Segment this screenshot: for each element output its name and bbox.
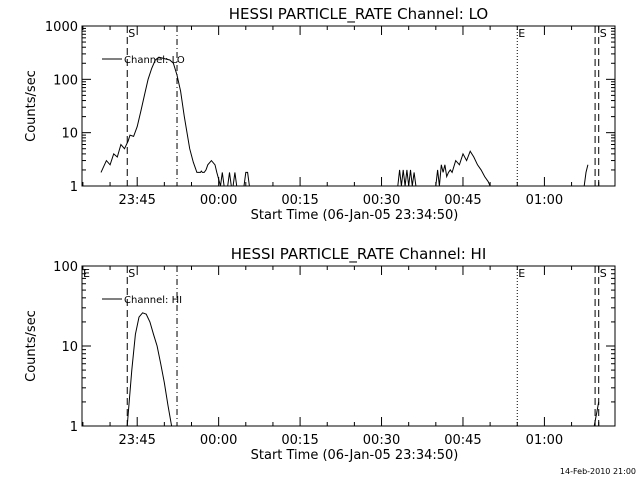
y-tick-label: 1 [70, 180, 78, 195]
y-tick-label: 100 [53, 260, 78, 275]
chart-title: HESSI PARTICLE_RATE Channel: HI [231, 245, 487, 264]
x-tick-label: 00:30 [363, 433, 400, 448]
marker-label: E [518, 27, 525, 40]
plot-frame [81, 25, 616, 187]
marker-label: S [128, 267, 135, 280]
x-tick-label: 00:00 [200, 193, 237, 208]
marker-label: S [600, 267, 607, 280]
series-line-0 [126, 312, 173, 426]
x-tick-label: 23:45 [118, 193, 155, 208]
marker-label: E [518, 267, 525, 280]
panel-0: HESSI PARTICLE_RATE Channel: LO 1 10 100 100… [24, 5, 616, 223]
y-axis-title: Counts/sec [24, 310, 39, 382]
x-tick-label: 23:45 [118, 433, 155, 448]
panel-1: HESSI PARTICLE_RATE Channel: HI 1 10 100 23:… [24, 245, 616, 463]
footer-timestamp: 14-Feb-2010 21:00 [560, 467, 636, 476]
y-tick-label: 1000 [45, 20, 78, 35]
series-line-0 [583, 164, 589, 186]
x-tick-label: 00:00 [200, 433, 237, 448]
y-tick-label: 100 [53, 73, 78, 88]
x-tick-label: 00:15 [281, 193, 318, 208]
x-tick-label: 00:30 [363, 193, 400, 208]
y-tick-label: 10 [61, 127, 78, 142]
series-line-0 [100, 56, 250, 186]
x-axis-title: Start Time (06-Jan-05 23:34:50) [251, 208, 459, 223]
x-tick-label: 00:15 [281, 433, 318, 448]
y-axis-title: Counts/sec [24, 70, 39, 142]
chart-title: HESSI PARTICLE_RATE Channel: LO [229, 5, 488, 24]
marker-label: E [83, 267, 90, 280]
y-tick-label: 1 [70, 420, 78, 435]
x-tick-label: 00:45 [444, 193, 481, 208]
x-tick-label: 00:45 [444, 433, 481, 448]
legend-label: Channel: HI [124, 295, 182, 306]
marker-label: S [600, 27, 607, 40]
plot-frame [81, 265, 616, 427]
x-axis-title: Start Time (06-Jan-05 23:34:50) [251, 448, 459, 463]
marker-label: S [128, 27, 135, 40]
legend-label: Channel: LO [124, 55, 185, 66]
x-tick-label: 01:00 [526, 433, 563, 448]
y-tick-label: 10 [61, 340, 78, 355]
x-tick-label: 01:00 [526, 193, 563, 208]
series-line-0 [593, 401, 600, 426]
series-line-0 [397, 150, 491, 186]
